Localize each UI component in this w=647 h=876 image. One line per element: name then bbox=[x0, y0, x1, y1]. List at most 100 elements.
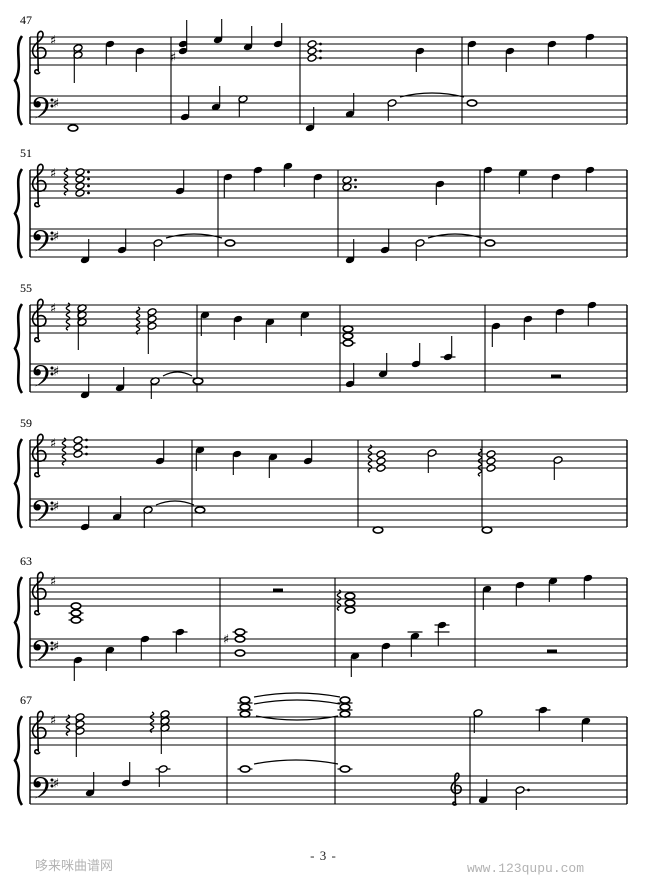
treble-clef-icon bbox=[31, 710, 47, 755]
quarter-note-head bbox=[80, 523, 90, 531]
quarter-note-head bbox=[437, 621, 447, 629]
quarter-note-head bbox=[268, 453, 278, 461]
augmentation-dot bbox=[354, 185, 357, 189]
quarter-note-head bbox=[213, 36, 223, 44]
whole-note-head bbox=[342, 339, 354, 347]
whole-note-head bbox=[339, 710, 351, 718]
whole-note-head bbox=[484, 239, 496, 247]
bass-clef-dot bbox=[50, 784, 54, 788]
quarter-note-head bbox=[303, 457, 313, 465]
whole-note-head bbox=[344, 606, 356, 614]
quarter-note-head bbox=[581, 717, 591, 725]
bass-clef-icon bbox=[33, 777, 49, 799]
treble-clef-icon bbox=[31, 163, 47, 208]
whole-note-head bbox=[234, 649, 246, 657]
arpeggio-mark bbox=[367, 444, 373, 473]
arpeggio-mark bbox=[65, 302, 71, 331]
augmentation-dot bbox=[319, 56, 322, 60]
sharp-accidental-icon: ♯ bbox=[223, 633, 229, 648]
quarter-note-head bbox=[85, 789, 95, 797]
bass-clef-icon bbox=[33, 500, 49, 522]
measure-number: 63 bbox=[20, 554, 32, 568]
half-note-head bbox=[486, 464, 496, 472]
quarter-note-head bbox=[105, 646, 115, 654]
augmentation-dot bbox=[319, 49, 322, 53]
whole-note-head bbox=[70, 609, 82, 617]
half-note-head bbox=[342, 183, 352, 191]
quarter-note-head bbox=[538, 706, 548, 714]
quarter-note-head bbox=[411, 360, 421, 368]
quarter-note-head bbox=[80, 391, 90, 399]
half-note-head bbox=[75, 182, 85, 190]
sharp-accidental-icon: ♯ bbox=[53, 500, 59, 515]
watermark-site-name: 哆来咪曲谱网 bbox=[35, 858, 114, 873]
quarter-note-head bbox=[135, 47, 145, 55]
tie-slur bbox=[253, 699, 341, 705]
small-treble-clef-icon bbox=[450, 772, 462, 806]
quarter-note-head bbox=[265, 318, 275, 326]
augmentation-dot bbox=[87, 184, 90, 188]
bass-clef-dot bbox=[50, 231, 54, 235]
bass-clef-dot bbox=[50, 372, 54, 376]
treble-clef-icon bbox=[31, 433, 47, 478]
quarter-note-head bbox=[478, 796, 488, 804]
grand-staff-brace-icon bbox=[13, 303, 24, 394]
quarter-note-head bbox=[73, 656, 83, 664]
treble-clef-icon bbox=[31, 30, 47, 75]
tie-slur bbox=[155, 500, 195, 506]
quarter-note-head bbox=[305, 124, 315, 132]
quarter-note-head bbox=[523, 315, 533, 323]
arpeggio-mark bbox=[477, 448, 483, 477]
bass-clef-icon bbox=[33, 365, 49, 387]
quarter-note-head bbox=[313, 173, 323, 181]
quarter-note-head bbox=[551, 173, 561, 181]
half-note-head bbox=[75, 189, 85, 197]
sharp-accidental-icon: ♯ bbox=[50, 302, 56, 317]
measure-number: 59 bbox=[20, 416, 32, 430]
sharp-accidental-icon: ♯ bbox=[53, 97, 59, 112]
quarter-note-head bbox=[80, 256, 90, 264]
quarter-note-head bbox=[435, 180, 445, 188]
grand-staff-brace-icon bbox=[13, 576, 24, 669]
quarter-note-head bbox=[211, 103, 221, 111]
whole-note-head bbox=[466, 99, 478, 107]
sharp-accidental-icon: ♯ bbox=[53, 365, 59, 380]
treble-clef-icon bbox=[31, 298, 47, 343]
sharp-accidental-icon: ♯ bbox=[50, 714, 56, 729]
arpeggio-mark bbox=[135, 306, 141, 335]
whole-note-head bbox=[339, 765, 351, 773]
half-note-head bbox=[75, 175, 85, 183]
sharp-accidental-icon: ♯ bbox=[50, 167, 56, 182]
whole-note-head bbox=[339, 703, 351, 711]
sharp-accidental-icon: ♯ bbox=[50, 437, 56, 452]
quarter-note-head bbox=[233, 315, 243, 323]
whole-note-head bbox=[239, 710, 251, 718]
quarter-note-head bbox=[467, 40, 477, 48]
sharp-accidental-icon: ♯ bbox=[170, 51, 176, 66]
whole-note-head bbox=[224, 239, 236, 247]
quarter-note-head bbox=[232, 450, 242, 458]
whole-note-head bbox=[481, 526, 493, 534]
half-note-head bbox=[376, 450, 386, 458]
whole-note-head bbox=[342, 332, 354, 340]
half-note-head bbox=[486, 457, 496, 465]
quarter-note-head bbox=[178, 47, 188, 55]
augmentation-dot bbox=[85, 445, 88, 449]
sharp-accidental-icon: ♯ bbox=[50, 575, 56, 590]
whole-note-head bbox=[192, 377, 204, 385]
half-note-head bbox=[376, 457, 386, 465]
measure-number: 47 bbox=[20, 13, 32, 27]
quarter-note-head bbox=[175, 628, 185, 636]
bass-clef-icon bbox=[33, 97, 49, 119]
treble-clef-icon bbox=[31, 571, 47, 616]
whole-note-head bbox=[239, 703, 251, 711]
whole-note-head bbox=[239, 696, 251, 704]
quarter-note-head bbox=[105, 40, 115, 48]
quarter-note-head bbox=[482, 585, 492, 593]
quarter-note-head bbox=[223, 173, 233, 181]
whole-note-head bbox=[194, 506, 206, 514]
half-note-head bbox=[307, 47, 317, 55]
quarter-note-head bbox=[585, 166, 595, 174]
whole-note-head bbox=[234, 628, 246, 636]
half-note-head bbox=[73, 436, 83, 444]
